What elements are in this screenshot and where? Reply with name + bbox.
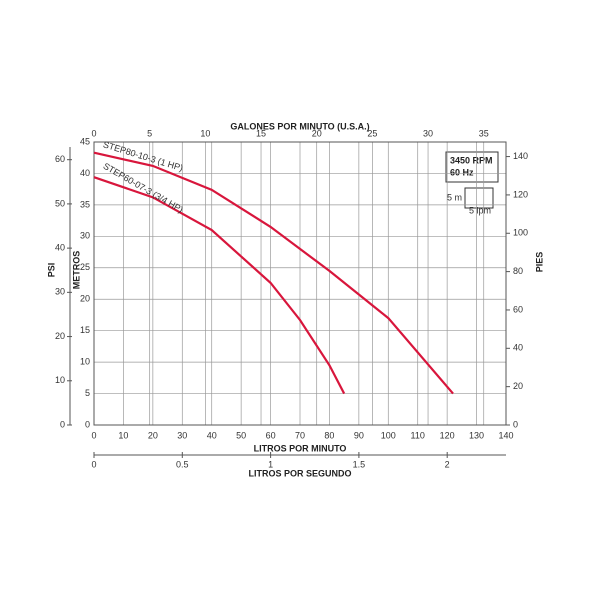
bottom-axis-label: LITROS POR SEGUNDO	[248, 468, 351, 478]
y-tick-label: 15	[80, 325, 90, 335]
scale-box	[464, 187, 494, 209]
right-tick-label: 20	[513, 381, 523, 391]
x-tick-label: 80	[324, 430, 334, 440]
right-axis-label: PIES	[534, 252, 544, 273]
note-hz: 60 Hz	[450, 167, 474, 177]
right-tick-label: 0	[513, 419, 518, 429]
right-tick-label: 100	[513, 228, 528, 238]
top-axis-label: GALONES POR MINUTO (U.S.A.)	[230, 121, 369, 131]
right-tick-label: 120	[513, 189, 528, 199]
bottom-tick-label: 1.5	[353, 459, 366, 469]
y-tick-label: 10	[80, 356, 90, 366]
x-tick-label: 30	[177, 430, 187, 440]
top-tick-label: 0	[91, 128, 96, 138]
y-tick-label: 20	[80, 294, 90, 304]
top-tick-label: 25	[367, 128, 377, 138]
y-tick-label: 25	[80, 262, 90, 272]
bottom-tick-label: 0	[91, 459, 96, 469]
note-box	[445, 151, 499, 183]
x-tick-label: 20	[148, 430, 158, 440]
note-rpm: 3450 RPM	[450, 155, 493, 165]
left-tick-label: 10	[55, 375, 65, 385]
x-tick-label: 100	[381, 430, 396, 440]
scale-x: 5 lpm	[469, 205, 491, 215]
bottom-tick-label: 2	[445, 459, 450, 469]
left-tick-label: 40	[55, 243, 65, 253]
y-tick-label: 40	[80, 168, 90, 178]
x-tick-label: 10	[118, 430, 128, 440]
left-tick-label: 50	[55, 198, 65, 208]
top-tick-label: 15	[256, 128, 266, 138]
top-tick-label: 10	[200, 128, 210, 138]
x-tick-label: 140	[498, 430, 513, 440]
left-tick-label: 60	[55, 154, 65, 164]
y-tick-label: 45	[80, 136, 90, 146]
y-axis-label: METROS	[71, 251, 81, 290]
left-tick-label: 30	[55, 287, 65, 297]
left-tick-label: 20	[55, 331, 65, 341]
x-tick-label: 130	[469, 430, 484, 440]
curve	[93, 151, 454, 395]
right-tick-label: 140	[513, 151, 528, 161]
y-tick-label: 30	[80, 231, 90, 241]
x-tick-label: 90	[354, 430, 364, 440]
x-tick-label: 40	[207, 430, 217, 440]
top-tick-label: 5	[147, 128, 152, 138]
bottom-tick-label: 1	[268, 459, 273, 469]
right-tick-label: 40	[513, 343, 523, 353]
right-tick-label: 60	[513, 304, 523, 314]
top-tick-label: 20	[312, 128, 322, 138]
x-tick-label: 60	[266, 430, 276, 440]
bottom-tick-label: 0.5	[176, 459, 189, 469]
top-tick-label: 35	[479, 128, 489, 138]
top-tick-label: 30	[423, 128, 433, 138]
x-tick-label: 70	[295, 430, 305, 440]
x-tick-label: 110	[411, 430, 425, 440]
left-axis-label: PSI	[46, 263, 56, 278]
x-tick-label: 0	[91, 430, 96, 440]
y-tick-label: 5	[85, 388, 90, 398]
x-axis-label: LITROS POR MINUTO	[254, 443, 347, 453]
x-tick-label: 120	[440, 430, 455, 440]
y-tick-label: 35	[80, 199, 90, 209]
plot-frame	[93, 141, 507, 426]
curve	[93, 176, 346, 395]
scale-y: 5 m	[447, 192, 462, 202]
right-tick-label: 80	[513, 266, 523, 276]
x-tick-label: 50	[236, 430, 246, 440]
left-tick-label: 0	[60, 419, 65, 429]
y-tick-label: 0	[85, 419, 90, 429]
